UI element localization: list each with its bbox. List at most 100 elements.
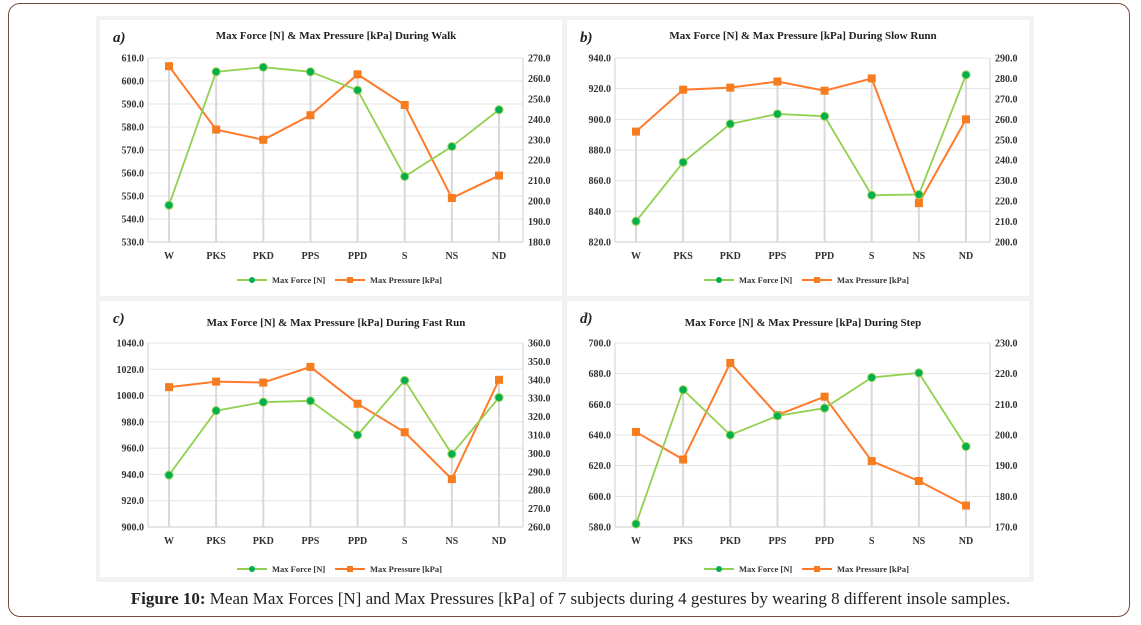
y2-tick-label: 190.0 <box>995 461 1018 472</box>
legend-force-marker <box>716 566 722 572</box>
force-point <box>772 109 782 119</box>
y-tick-label: 540.0 <box>122 215 145 226</box>
y-tick-label: 980.0 <box>122 417 145 428</box>
x-tick-label: PKS <box>206 251 226 262</box>
pressure-point <box>820 86 829 95</box>
pressure-point <box>447 194 456 203</box>
y2-tick-label: 290.0 <box>528 467 551 478</box>
pressure-point <box>632 427 640 436</box>
y2-tick-label: 280.0 <box>528 486 551 497</box>
panel-label: c) <box>113 311 125 327</box>
force-point <box>914 368 924 378</box>
pressure-point <box>962 115 970 124</box>
pressure-point <box>773 77 782 86</box>
y-tick-label: 840.0 <box>589 207 612 218</box>
x-tick-label: S <box>402 251 408 262</box>
force-point <box>631 216 641 226</box>
force-series-line <box>168 66 500 206</box>
pressure-point <box>820 392 829 401</box>
x-tick-label: PPD <box>348 536 367 547</box>
force-point <box>400 171 410 181</box>
x-tick-label: NS <box>445 536 458 547</box>
y2-tick-label: 270.0 <box>528 54 551 65</box>
x-tick-label: PKS <box>673 536 693 547</box>
y2-tick-label: 170.0 <box>995 523 1018 534</box>
y2-tick-label: 200.0 <box>528 197 551 208</box>
force-point <box>258 62 268 72</box>
pressure-point <box>962 501 970 510</box>
chart-panel-c: c) Max Force [N] & Max Pressure [kPa] Dur… <box>100 301 562 577</box>
x-tick-label: NS <box>445 251 458 262</box>
y-tick-label: 600.0 <box>122 77 145 88</box>
force-point <box>211 67 221 77</box>
force-point <box>820 111 830 121</box>
chart-panel-a: a) Max Force [N] & Max Pressure [kPa] Dur… <box>100 20 562 296</box>
force-point <box>725 119 735 129</box>
y2-tick-label: 320.0 <box>528 412 551 423</box>
pressure-series-line <box>168 365 500 481</box>
y2-tick-label: 260.0 <box>995 115 1018 126</box>
force-point <box>914 189 924 199</box>
x-tick-label: ND <box>959 536 973 547</box>
chart-panel-b: b) Max Force [N] & Max Pressure [kPa] Dur… <box>567 20 1029 296</box>
force-point <box>631 519 641 529</box>
pressure-point <box>914 199 923 208</box>
force-series-line <box>635 371 967 525</box>
pressure-point <box>447 475 456 484</box>
chart-title: Max Force [N] & Max Pressure [kPa] Durin… <box>685 317 921 329</box>
x-tick-label: PPD <box>348 251 367 262</box>
pressure-point <box>726 358 735 367</box>
pressure-series-line <box>635 361 967 507</box>
y-tick-label: 610.0 <box>122 54 145 65</box>
y-tick-label: 680.0 <box>589 369 612 380</box>
x-tick-label: S <box>869 251 875 262</box>
y-tick-label: 590.0 <box>122 100 145 111</box>
y-tick-label: 570.0 <box>122 146 145 157</box>
x-tick-label: W <box>631 251 641 262</box>
pressure-point <box>726 83 735 92</box>
y2-tick-label: 290.0 <box>995 54 1018 65</box>
panel-label: d) <box>580 311 593 327</box>
pressure-point <box>632 127 640 136</box>
y2-tick-label: 220.0 <box>995 197 1018 208</box>
force-point <box>772 411 782 421</box>
x-tick-label: ND <box>492 251 506 262</box>
pressure-point <box>165 383 173 392</box>
x-tick-label: S <box>869 536 875 547</box>
x-tick-label: ND <box>959 251 973 262</box>
y-tick-label: 600.0 <box>589 492 612 503</box>
y2-tick-label: 260.0 <box>528 523 551 534</box>
x-tick-label: PPS <box>769 251 787 262</box>
legend-pressure-marker <box>814 277 820 283</box>
force-point <box>961 442 971 451</box>
y-tick-label: 960.0 <box>122 444 145 455</box>
x-tick-label: W <box>164 251 174 262</box>
y2-tick-label: 210.0 <box>995 217 1018 228</box>
x-tick-label: W <box>631 536 641 547</box>
force-point <box>164 200 174 210</box>
force-point <box>211 406 221 416</box>
pressure-point <box>212 377 221 386</box>
x-tick-label: PKD <box>253 251 274 262</box>
legend-force-label: Max Force [N] <box>739 564 792 574</box>
pressure-point <box>495 375 503 384</box>
x-tick-label: PPS <box>302 536 320 547</box>
x-tick-label: PPD <box>815 536 834 547</box>
chart-b-svg: b) Max Force [N] & Max Pressure [kPa] Dur… <box>580 30 1018 285</box>
y2-tick-label: 210.0 <box>995 400 1018 411</box>
force-point <box>305 396 315 406</box>
caption-label: Figure 10: <box>130 589 206 608</box>
force-point <box>494 105 504 115</box>
panel-label: a) <box>113 30 126 46</box>
x-tick-label: NS <box>912 251 925 262</box>
y2-tick-label: 220.0 <box>995 369 1018 380</box>
y-tick-label: 900.0 <box>589 115 612 126</box>
chart-c-svg: c) Max Force [N] & Max Pressure [kPa] Dur… <box>113 311 551 574</box>
pressure-point <box>306 362 315 371</box>
x-tick-label: PPS <box>302 251 320 262</box>
pressure-point <box>353 70 362 79</box>
legend-pressure-label: Max Pressure [kPa] <box>837 564 909 574</box>
pressure-point <box>165 62 173 71</box>
chart-panel-d: d) Max Force [N] & Max Pressure [kPa] Dur… <box>567 301 1029 577</box>
y-tick-label: 560.0 <box>122 169 145 180</box>
